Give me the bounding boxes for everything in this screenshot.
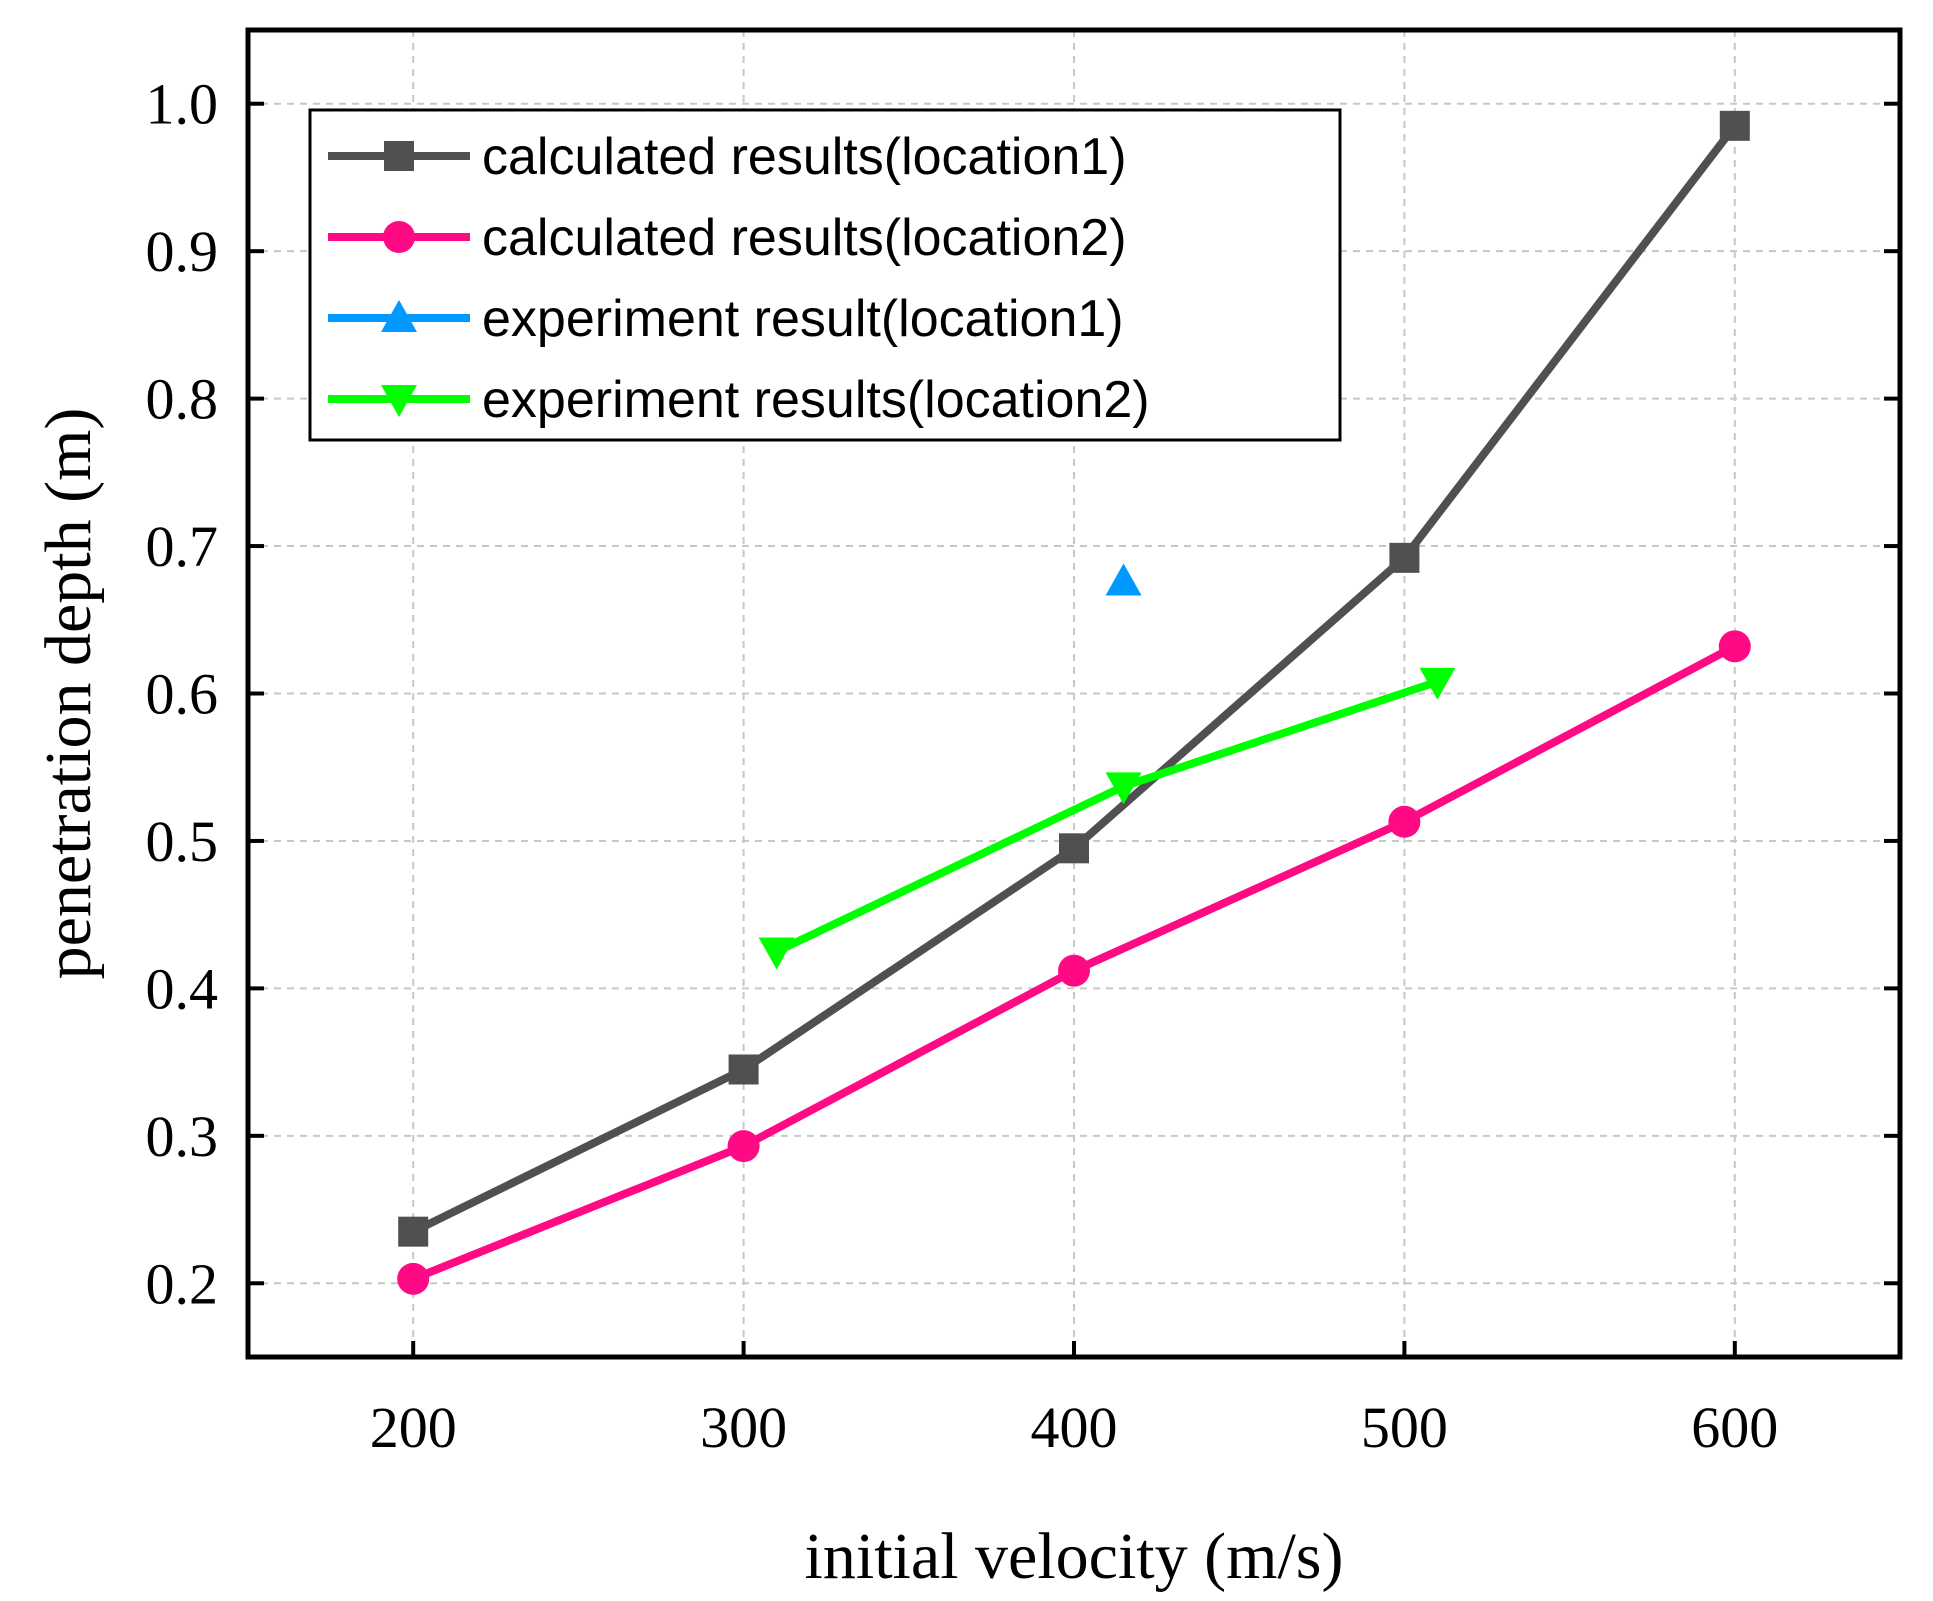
legend: calculated results(location1) calculated … — [308, 108, 1342, 442]
legend-item: calculated results(location1) — [328, 128, 1127, 186]
legend-label: experiment results(location2) — [482, 371, 1150, 429]
series-1-point — [1059, 833, 1089, 864]
series-4-point — [1419, 667, 1456, 700]
legend-label: experiment result(location1) — [482, 290, 1124, 348]
plot-series — [397, 110, 1751, 1295]
series-4-point — [1105, 772, 1142, 805]
series-2-point — [1388, 805, 1421, 838]
y-tick-label: 1.0 — [146, 72, 219, 137]
series-4-point — [758, 937, 795, 970]
y-axis-title: penetration depth (m) — [32, 408, 105, 980]
legend-label: calculated results(location1) — [482, 128, 1127, 186]
series-1-point — [1389, 542, 1420, 573]
series-4 — [758, 667, 1456, 970]
series-2-point — [727, 1130, 760, 1163]
series-2-point — [1058, 954, 1090, 987]
y-tick-label: 0.6 — [146, 662, 219, 727]
series-2 — [397, 630, 1751, 1295]
y-tick-label: 0.9 — [146, 219, 219, 284]
series-3 — [1105, 563, 1142, 596]
x-tick-label: 200 — [370, 1395, 457, 1460]
x-tick-label: 500 — [1361, 1395, 1448, 1460]
y-tick-label: 0.2 — [146, 1251, 219, 1316]
series-1 — [398, 110, 1750, 1247]
legend-item: experiment result(location1) — [328, 290, 1124, 348]
series-1-point — [1719, 110, 1750, 141]
y-tick-label: 0.5 — [146, 809, 219, 874]
x-axis-title: initial velocity (m/s) — [805, 1520, 1344, 1593]
series-2-point — [397, 1262, 430, 1295]
legend-marker — [381, 385, 417, 417]
series-1-point — [398, 1216, 429, 1247]
legend-marker — [384, 141, 414, 171]
legend-label: calculated results(location2) — [482, 209, 1127, 267]
x-tick-label: 300 — [700, 1395, 787, 1460]
y-tick-label: 0.7 — [146, 514, 219, 579]
y-tick-label: 0.8 — [146, 367, 219, 432]
y-tick-label: 0.3 — [146, 1104, 219, 1169]
legend-item: calculated results(location2) — [328, 209, 1127, 267]
series-1-point — [728, 1054, 759, 1085]
legend-box — [308, 108, 1342, 442]
x-tick-label: 400 — [1031, 1395, 1118, 1460]
series-2-point — [1718, 630, 1751, 663]
x-tick-label: 600 — [1691, 1395, 1778, 1460]
axis-ticks: 200 300 400 500 600 0.2 0.3 0.4 0.5 0.6 0.7 0.8 0.9 1… — [146, 72, 1900, 1460]
y-tick-label: 0.4 — [146, 956, 219, 1021]
series-3-point — [1105, 563, 1142, 596]
legend-marker — [383, 221, 415, 253]
legend-marker — [381, 300, 417, 332]
legend-item: experiment results(location2) — [328, 371, 1150, 429]
